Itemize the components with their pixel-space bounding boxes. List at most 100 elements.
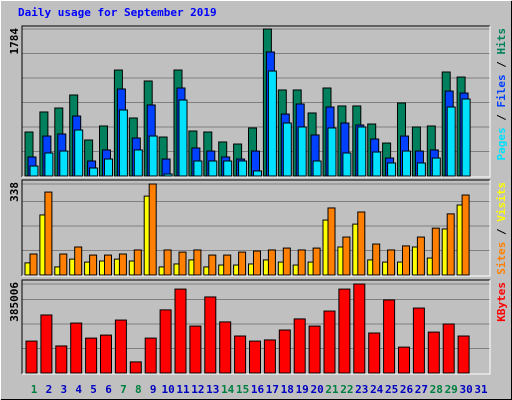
bar [193,160,203,177]
x-tick-label: 17 [266,383,279,396]
bar [89,254,98,276]
bar [416,162,426,177]
bar [372,243,381,276]
bar [431,157,441,177]
bar [297,126,307,177]
bar [253,250,261,276]
bar [338,288,351,374]
bar [161,158,171,177]
legend-entry: Pages [495,127,508,160]
bar [293,318,306,374]
x-tick-label: 26 [400,383,414,396]
bar [353,283,366,374]
x-tick-label: 15 [236,383,249,396]
bar [55,345,68,374]
bar [312,247,321,276]
bar [278,329,291,374]
bar [297,249,306,276]
bar [327,207,336,276]
bar [442,323,455,374]
bar [308,325,321,374]
x-tick-label: 29 [445,383,458,396]
x-tick-label: 2 [46,383,53,396]
x-tick-label: 4 [75,383,82,396]
bar [59,253,68,276]
bar [144,337,157,374]
bar [461,98,471,177]
bar [263,339,276,374]
chart-title: Daily usage for September 2019 [18,6,217,19]
x-tick-label: 19 [296,383,309,396]
y-tick-label: 385006 [8,282,21,322]
bar [446,106,456,177]
bar [312,160,322,177]
bar [446,213,455,276]
bar [267,249,276,276]
x-tick-label: 5 [90,383,97,396]
bar [178,251,187,276]
bar [431,227,440,276]
bar [44,152,54,177]
x-tick-label: 22 [340,383,353,396]
bar [223,254,232,276]
bar [368,332,381,374]
legend: Pages / Files / Hits [495,28,508,161]
plot-border-light [22,26,491,178]
bar [163,249,172,276]
plot-border-light [22,180,491,277]
plot-border-light [22,280,491,375]
x-tick-label: 10 [161,383,174,396]
bar [193,249,202,276]
bar [89,167,99,177]
legend-entry: Visits [495,182,508,222]
bar [416,236,425,276]
y-tick-label: 338 [8,182,21,202]
x-tick-label: 24 [370,383,384,396]
x-tick-label: 20 [310,383,323,396]
x-tick-label: 12 [191,383,204,396]
x-tick-label: 11 [176,383,190,396]
legend-entry: Files [495,74,508,107]
bar [174,288,187,374]
x-tick-label: 27 [415,383,428,396]
x-tick-label: 21 [325,383,339,396]
x-tick-label: 9 [150,383,157,396]
x-tick-label: 28 [430,383,443,396]
bar [357,126,367,177]
bar [387,249,396,276]
x-tick-label: 23 [355,383,368,396]
x-tick-label: 1 [31,383,38,396]
bar [327,127,337,177]
bar [118,109,128,177]
plot-border-dark [21,25,490,177]
x-tick-label: 31 [474,383,488,396]
bar [398,346,410,374]
x-tick-label: 8 [135,383,142,396]
plot-border-dark [21,179,490,276]
bar [100,334,112,374]
bar [249,340,261,374]
bar [282,122,292,177]
x-tick-label: 16 [251,383,265,396]
bar [59,150,69,177]
legend: KBytes [495,282,508,322]
bar [461,194,470,276]
bar [219,321,232,374]
x-tick-label: 13 [206,383,219,396]
legend-separator: / [495,114,508,121]
bar [104,254,112,276]
bar [85,337,98,374]
bar [178,99,188,177]
bar [29,165,39,177]
bar [238,251,247,276]
bar [70,322,83,374]
bar [282,247,291,276]
bar [342,152,352,177]
bar [383,299,396,374]
x-tick-label: 6 [105,383,112,396]
legend-entry: KBytes [495,282,508,322]
legend-separator: / [495,61,508,68]
bar [402,150,411,177]
bar [163,173,173,177]
